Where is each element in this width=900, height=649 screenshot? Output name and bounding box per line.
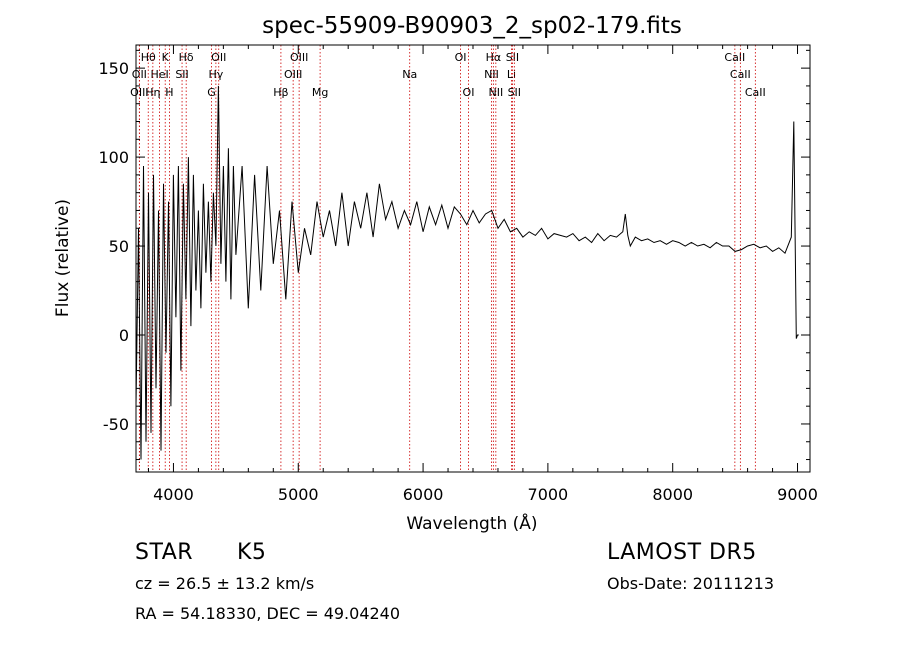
line-label: CaII (730, 68, 751, 81)
line-label: Na (402, 68, 417, 81)
line-label: CaII (724, 51, 745, 64)
coordinates: RA = 54.18330, DEC = 49.04240 (135, 604, 401, 623)
line-label: OIII (130, 86, 148, 99)
line-label: OIII (290, 51, 308, 64)
line-label: SII (506, 51, 519, 64)
spectrum-series (135, 85, 799, 460)
line-label: Hβ (273, 86, 288, 99)
x-tick-label: 4000 (153, 485, 194, 504)
x-axis-label: Wavelength (Å) (406, 512, 537, 534)
survey-label: LAMOST DR5 (607, 540, 757, 565)
spectrum-line (135, 85, 799, 460)
chart-title: spec-55909-B90903_2_sp02-179.fits (262, 13, 682, 39)
line-label: Mg (312, 86, 328, 99)
line-label: G (207, 86, 216, 99)
line-label: Hγ (208, 68, 223, 81)
line-label: K (162, 51, 170, 64)
line-label: OI (455, 51, 467, 64)
line-label: H (165, 86, 173, 99)
line-label: OII (211, 51, 226, 64)
line-label: Hα (486, 51, 502, 64)
y-tick-label: 0 (119, 326, 129, 345)
x-tick-label: 9000 (777, 485, 818, 504)
line-label: NII (484, 68, 499, 81)
plot-frame (135, 44, 811, 473)
line-label: SII (508, 86, 521, 99)
x-tick-label: 8000 (652, 485, 693, 504)
y-tick-label: 150 (98, 59, 129, 78)
line-label: OIII (284, 68, 302, 81)
line-label: HeI (150, 68, 168, 81)
y-tick-label: 50 (109, 237, 129, 256)
line-label: CaII (745, 86, 766, 99)
y-tick-label: 100 (98, 148, 129, 167)
y-tick-label: -50 (103, 415, 129, 434)
obs-date: Obs-Date: 20111213 (607, 574, 775, 593)
x-tick-label: 6000 (403, 485, 444, 504)
line-label: SII (175, 68, 188, 81)
line-label: Hη (145, 86, 160, 99)
star-class: STAR (135, 540, 194, 565)
line-label: Hδ (179, 51, 194, 64)
line-label: Hθ (141, 51, 156, 64)
axis-ticks: 4000 5000 6000 7000 8000 9000 -50 0 50 100 150 (98, 45, 818, 504)
x-tick-label: 7000 (528, 485, 569, 504)
line-label: NII (488, 86, 503, 99)
x-tick-label: 5000 (278, 485, 319, 504)
star-subclass: K5 (237, 540, 267, 565)
redshift-text: cz = 26.5 ± 13.2 km/s (135, 574, 315, 593)
line-label: OI (463, 86, 475, 99)
line-label: Li (507, 68, 516, 81)
y-axis-label: Flux (relative) (53, 199, 73, 317)
